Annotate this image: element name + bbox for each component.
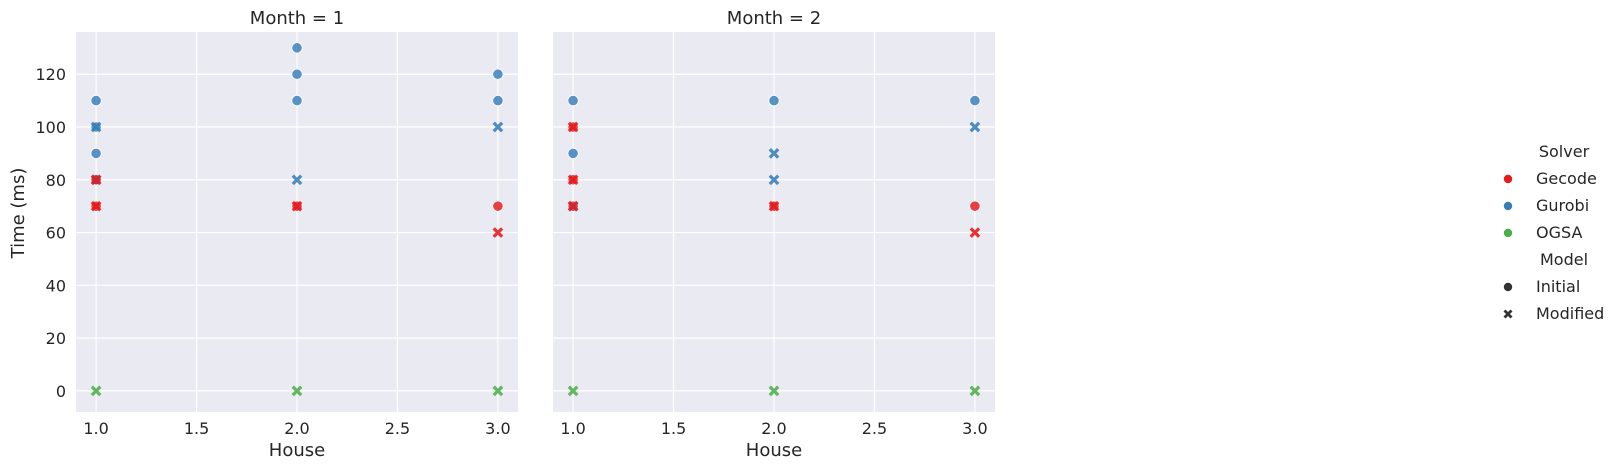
y-tick-label: 120 (35, 65, 66, 84)
point-gurobi-modified (90, 121, 102, 133)
point-ogsa-modified (90, 385, 102, 397)
legend-label-gurobi: Gurobi (1536, 196, 1589, 215)
x-tick-label: 1.0 (560, 419, 585, 438)
x-tick-label: 1.5 (661, 419, 686, 438)
y-tick-label: 40 (46, 276, 66, 295)
point-gecode-initial (492, 200, 504, 212)
legend-marker-initial (1503, 282, 1513, 292)
x-tick-label: 2.5 (862, 419, 887, 438)
point-gurobi-initial (567, 95, 579, 107)
point-gecode-modified (567, 174, 579, 186)
point-gurobi-modified (492, 121, 504, 133)
x-axis-label: House (269, 440, 325, 461)
point-ogsa-modified (291, 385, 303, 397)
x-tick-label: 3.0 (962, 419, 987, 438)
point-gurobi-initial (291, 95, 303, 107)
legend: Solver Gecode Gurobi OGSA Model Initial Modifi… (1503, 142, 1604, 323)
y-axis-label: Time (ms) (8, 168, 29, 260)
panel-title: Month = 1 (250, 8, 344, 29)
point-ogsa-modified (768, 385, 780, 397)
point-gurobi-initial (768, 95, 780, 107)
legend-label-modified: Modified (1536, 304, 1604, 323)
legend-marker-modified (1503, 309, 1513, 319)
point-gurobi-initial (492, 68, 504, 80)
legend-label-gecode: Gecode (1536, 169, 1597, 188)
legend-title-solver: Solver (1539, 142, 1590, 161)
y-tick-label: 80 (46, 171, 66, 190)
point-gurobi-modified (969, 121, 981, 133)
point-gurobi-initial (90, 95, 102, 107)
x-tick-label: 2.0 (284, 419, 309, 438)
x-tick-label: 2.5 (385, 419, 410, 438)
point-gecode-modified (567, 200, 579, 212)
legend-marker-gecode (1503, 174, 1513, 184)
point-ogsa-modified (969, 385, 981, 397)
legend-marker-ogsa (1503, 228, 1513, 238)
point-gurobi-initial (291, 42, 303, 54)
point-ogsa-modified (567, 385, 579, 397)
y-tick-label: 20 (46, 329, 66, 348)
point-gecode-initial (969, 200, 981, 212)
panel-title: Month = 2 (727, 8, 821, 29)
x-tick-label: 1.5 (184, 419, 209, 438)
legend-label-initial: Initial (1536, 277, 1580, 296)
y-tick-label: 0 (56, 382, 66, 401)
point-gurobi-initial (90, 147, 102, 159)
legend-title-model: Model (1540, 250, 1588, 269)
point-gecode-modified (969, 227, 981, 238)
panel-month-1: 1.0 1.5 2.0 2.5 3.0 0 20 40 60 80 100 120 Month = 1 H… (35, 8, 518, 461)
point-gecode-modified (567, 121, 579, 133)
chart-panels: 1.0 1.5 2.0 2.5 3.0 0 20 40 60 80 100 120 Month = 1 H… (35, 8, 995, 461)
x-tick-label: 1.0 (83, 419, 108, 438)
point-gecode-modified (768, 200, 780, 212)
point-gurobi-initial (969, 95, 981, 107)
point-gecode-modified (90, 174, 102, 186)
y-tick-label: 60 (46, 224, 66, 243)
point-gurobi-initial (492, 95, 504, 107)
point-gurobi-initial (291, 68, 303, 80)
x-axis-label: House (746, 440, 802, 461)
y-tick-label: 100 (35, 118, 66, 137)
panel-month-2: 1.0 1.5 2.0 2.5 3.0 Month = 2 House (553, 8, 995, 461)
point-gecode-modified (291, 200, 303, 212)
point-gecode-modified (90, 200, 102, 212)
point-gurobi-initial (567, 147, 579, 159)
point-gurobi-modified (768, 174, 780, 186)
point-ogsa-modified (492, 385, 504, 397)
x-tick-label: 3.0 (485, 419, 510, 438)
x-tick-label: 2.0 (761, 419, 786, 438)
legend-label-ogsa: OGSA (1536, 223, 1582, 242)
point-gecode-modified (492, 227, 504, 238)
point-gurobi-modified (768, 148, 780, 159)
legend-marker-gurobi (1503, 201, 1513, 211)
point-gurobi-modified (291, 174, 303, 186)
